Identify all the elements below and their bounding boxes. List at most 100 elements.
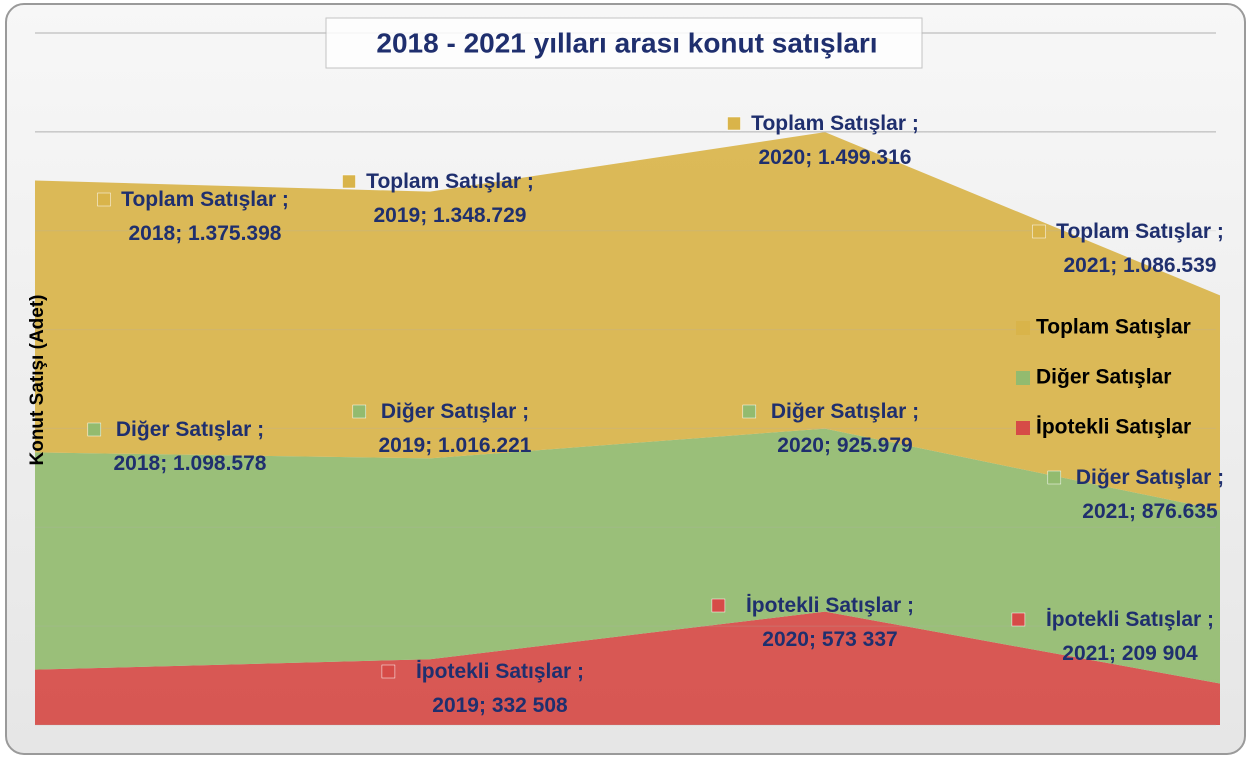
data-label: Diğer Satışlar ; <box>381 400 529 423</box>
data-label-sep: ; <box>175 222 188 245</box>
data-label-sep: ; <box>809 628 822 651</box>
data-label: Toplam Satışlar ; <box>366 170 534 193</box>
data-label-name: Diğer Satışlar <box>381 400 516 423</box>
area <box>35 132 1220 511</box>
data-label-category: 2019 <box>374 204 421 227</box>
data-label: 2021; 1.086.539 <box>1064 254 1217 277</box>
data-label-category: 2021 <box>1082 500 1129 523</box>
data-label-sep: ; <box>276 188 289 211</box>
data-label: 2020; 1.499.316 <box>759 146 912 169</box>
data-label-sep: ; <box>571 660 584 683</box>
area <box>35 428 1220 684</box>
area <box>35 611 1220 725</box>
data-label-category: 2019 <box>379 434 426 457</box>
legend-swatch <box>1016 421 1030 435</box>
data-label: İpotekli Satışlar ; <box>416 660 584 683</box>
data-label-sep: ; <box>1211 466 1224 489</box>
data-label: Diğer Satışlar ; <box>771 400 919 423</box>
data-label-sep: ; <box>1110 254 1123 277</box>
data-label-name: Diğer Satışlar <box>1076 466 1211 489</box>
data-label-sep: ; <box>805 146 818 169</box>
legend-swatch <box>1016 371 1030 385</box>
label-marker <box>711 598 726 613</box>
data-label-sep: ; <box>160 452 173 475</box>
data-label-category: 2020 <box>777 434 824 457</box>
data-label-name: Toplam Satışlar <box>751 112 906 135</box>
data-label-category: 2018 <box>129 222 176 245</box>
data-label-sep: ; <box>1201 608 1214 631</box>
data-label-name: Toplam Satışlar <box>366 170 521 193</box>
label-marker <box>727 116 741 131</box>
data-label-value: 1.086.539 <box>1123 254 1216 277</box>
data-label-name: Toplam Satışlar <box>121 188 276 211</box>
data-label-name: Diğer Satışlar <box>116 418 251 441</box>
data-label: İpotekli Satışlar ; <box>746 594 914 617</box>
data-label-category: 2018 <box>114 452 161 475</box>
data-label-sep: ; <box>521 170 534 193</box>
legend-label: İpotekli Satışlar <box>1036 416 1191 439</box>
data-label: 2018; 1.098.578 <box>114 452 267 475</box>
data-label-name: İpotekli Satışlar <box>746 594 901 617</box>
data-label-sep: ; <box>420 204 433 227</box>
data-label-sep: ; <box>1109 642 1122 665</box>
data-label-category: 2020 <box>759 146 806 169</box>
data-label-sep: ; <box>251 418 264 441</box>
data-label-value: 1.098.578 <box>173 452 267 475</box>
data-label-value: 332 508 <box>492 694 568 717</box>
data-label-category: 2020 <box>762 628 809 651</box>
data-label: 2019; 1.348.729 <box>374 204 527 227</box>
data-label: 2019; 1.016.221 <box>379 434 532 457</box>
data-label-name: İpotekli Satışlar <box>416 660 571 683</box>
data-label-category: 2021 <box>1064 254 1111 277</box>
data-label-sep: ; <box>516 400 529 423</box>
label-marker <box>381 664 396 679</box>
data-label-name: İpotekli Satışlar <box>1046 608 1201 631</box>
data-label-sep: ; <box>906 400 919 423</box>
data-label-sep: ; <box>425 434 438 457</box>
data-label-category: 2019 <box>432 694 479 717</box>
data-label-name: Diğer Satışlar <box>771 400 906 423</box>
label-marker <box>1047 470 1062 485</box>
legend-label: Diğer Satışlar <box>1036 366 1171 389</box>
data-label-sep: ; <box>1129 500 1142 523</box>
data-label-value: 1.016.221 <box>438 434 532 457</box>
data-label: 2018; 1.375.398 <box>129 222 282 245</box>
data-label-value: 1.348.729 <box>433 204 526 227</box>
data-label-sep: ; <box>901 594 914 617</box>
data-label-value: 209 904 <box>1122 642 1198 665</box>
label-marker <box>87 422 102 437</box>
label-marker <box>1032 224 1046 239</box>
data-label-category: 2021 <box>1062 642 1109 665</box>
data-label: 2020; 925.979 <box>777 434 912 457</box>
data-label: İpotekli Satışlar ; <box>1046 608 1214 631</box>
data-label: Diğer Satışlar ; <box>116 418 264 441</box>
data-label: Diğer Satışlar ; <box>1076 466 1224 489</box>
data-label-sep: ; <box>479 694 492 717</box>
title-box <box>325 17 923 69</box>
legend-label: Toplam Satışlar <box>1036 316 1191 339</box>
data-label: Toplam Satışlar ; <box>1056 220 1224 243</box>
data-label: 2021; 209 904 <box>1062 642 1198 665</box>
label-marker <box>97 192 111 207</box>
data-label-sep: ; <box>906 112 919 135</box>
data-label-sep: ; <box>824 434 837 457</box>
label-marker <box>742 404 757 419</box>
data-label: Toplam Satışlar ; <box>121 188 289 211</box>
data-label-value: 925.979 <box>837 434 913 457</box>
label-marker <box>352 404 367 419</box>
data-label: 2019; 332 508 <box>432 694 568 717</box>
data-label-name: Toplam Satışlar <box>1056 220 1211 243</box>
data-label: 2021; 876.635 <box>1082 500 1218 523</box>
legend-swatch <box>1016 321 1030 335</box>
label-marker <box>342 174 356 189</box>
data-label-value: 1.375.398 <box>188 222 282 245</box>
y-axis-label: Konut Satışı (Adet) <box>27 295 48 466</box>
data-label-value: 573 337 <box>822 628 898 651</box>
label-marker <box>1011 612 1026 627</box>
data-label: 2020; 573 337 <box>762 628 897 651</box>
data-label: Toplam Satışlar ; <box>751 112 919 135</box>
chart-title: 2018 - 2021 yılları arası konut satışlar… <box>376 27 877 58</box>
data-label-sep: ; <box>1211 220 1224 243</box>
data-label-value: 876.635 <box>1142 500 1218 523</box>
